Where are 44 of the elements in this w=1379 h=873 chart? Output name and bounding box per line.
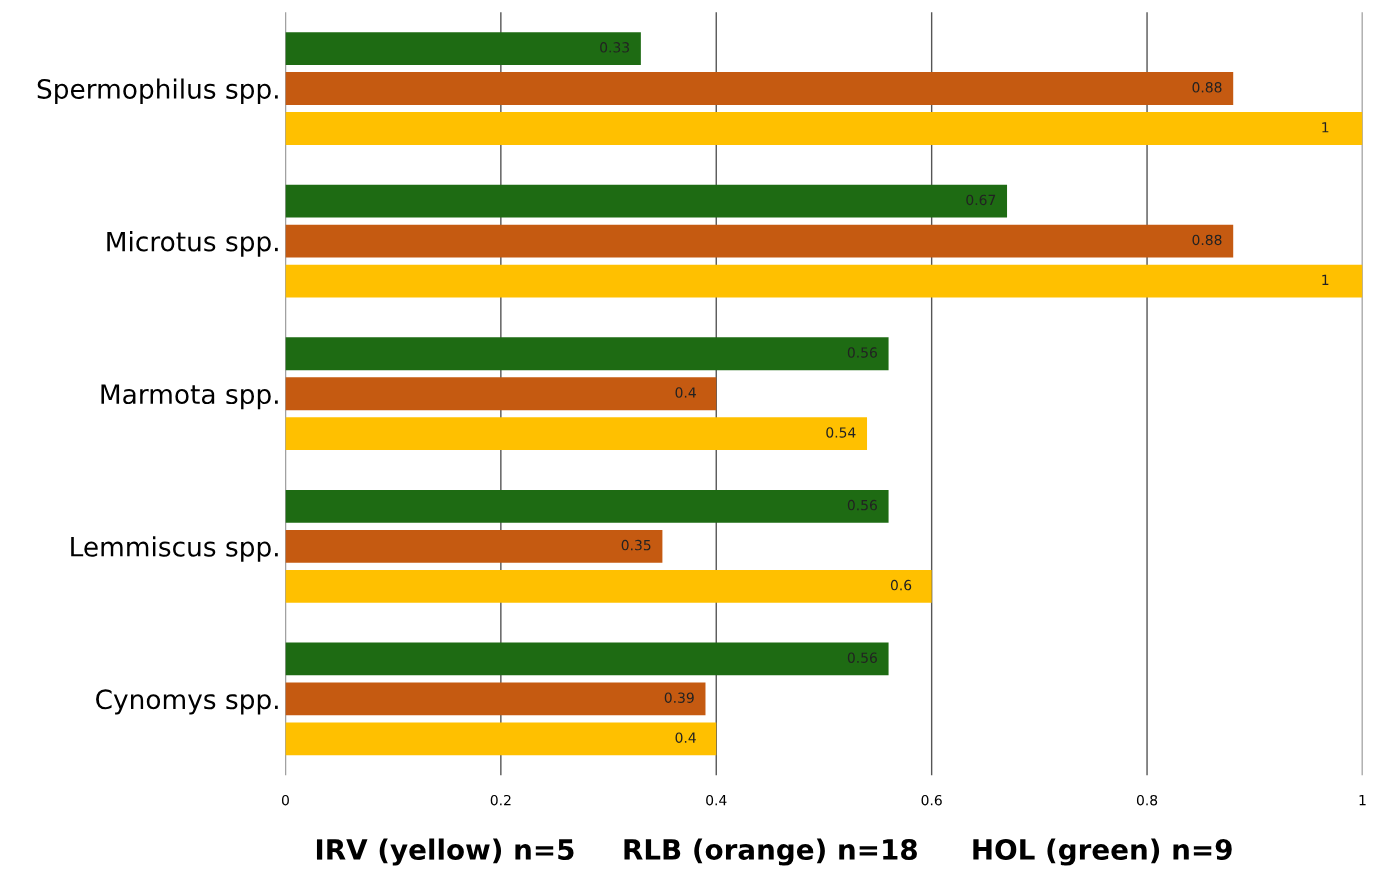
bar xyxy=(285,112,1363,145)
bar xyxy=(285,224,1234,258)
data-label: 0.4 xyxy=(675,387,696,398)
bar xyxy=(285,569,932,603)
bar xyxy=(285,337,889,371)
text: IRV (yellow) n=5 xyxy=(316,838,574,866)
y-tick-label: Lemmiscus spp. xyxy=(71,536,278,562)
bar xyxy=(285,529,663,563)
data-label: 0.39 xyxy=(664,692,694,703)
data-label: 0.88 xyxy=(1192,234,1222,246)
x-tick-label: 0 xyxy=(281,794,289,806)
data-label: 0.56 xyxy=(847,347,877,358)
x-tick-label: 1 xyxy=(1359,795,1366,806)
data-label: 0.35 xyxy=(621,539,651,551)
bar xyxy=(285,184,1008,218)
x-tick-label: 0.8 xyxy=(1136,794,1158,806)
bar xyxy=(285,264,1363,298)
text: HOL (green) n=9 xyxy=(973,838,1232,866)
bar xyxy=(285,32,641,65)
x-tick-label: 0.2 xyxy=(490,794,511,806)
bar xyxy=(285,377,717,411)
data-label: 1 xyxy=(1322,122,1329,133)
y-tick-label: Marmota spp. xyxy=(101,384,278,410)
bar xyxy=(285,72,1234,105)
y-tick-label: Microtus spp. xyxy=(107,231,278,257)
data-label: 0.33 xyxy=(600,42,630,53)
data-label: 0.56 xyxy=(847,652,877,663)
bar xyxy=(285,489,889,523)
data-label: 0.54 xyxy=(826,427,856,438)
bar xyxy=(285,722,717,756)
bar xyxy=(285,682,706,716)
bar xyxy=(285,417,868,451)
data-label: 0.67 xyxy=(966,194,996,206)
x-tick-label: 0.6 xyxy=(921,794,942,806)
y-tick-label: Cynomys spp. xyxy=(96,689,278,715)
data-label: 0.4 xyxy=(675,732,696,743)
data-label: 0.88 xyxy=(1192,82,1222,93)
text: RLB (orange) n=18 xyxy=(624,838,917,866)
data-label: 0.56 xyxy=(847,499,877,511)
x-tick-label: 0.4 xyxy=(706,794,727,806)
data-label: 0.6 xyxy=(890,579,912,591)
data-label: 1 xyxy=(1322,274,1329,285)
y-tick-label: Spermophilus spp. xyxy=(37,78,278,105)
bar xyxy=(285,642,889,676)
